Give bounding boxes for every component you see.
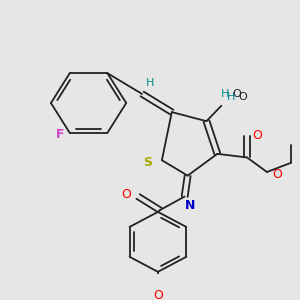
Text: O: O — [272, 168, 282, 181]
Text: F: F — [56, 128, 64, 141]
Text: H: H — [227, 92, 236, 102]
Text: N: N — [184, 199, 195, 212]
Text: H: H — [146, 78, 154, 88]
Text: O: O — [239, 92, 248, 102]
Text: O: O — [252, 129, 262, 142]
Text: O: O — [233, 89, 242, 99]
Text: O: O — [153, 289, 163, 300]
Text: H: H — [221, 89, 230, 99]
Text: O: O — [121, 188, 131, 201]
Text: S: S — [143, 155, 152, 169]
